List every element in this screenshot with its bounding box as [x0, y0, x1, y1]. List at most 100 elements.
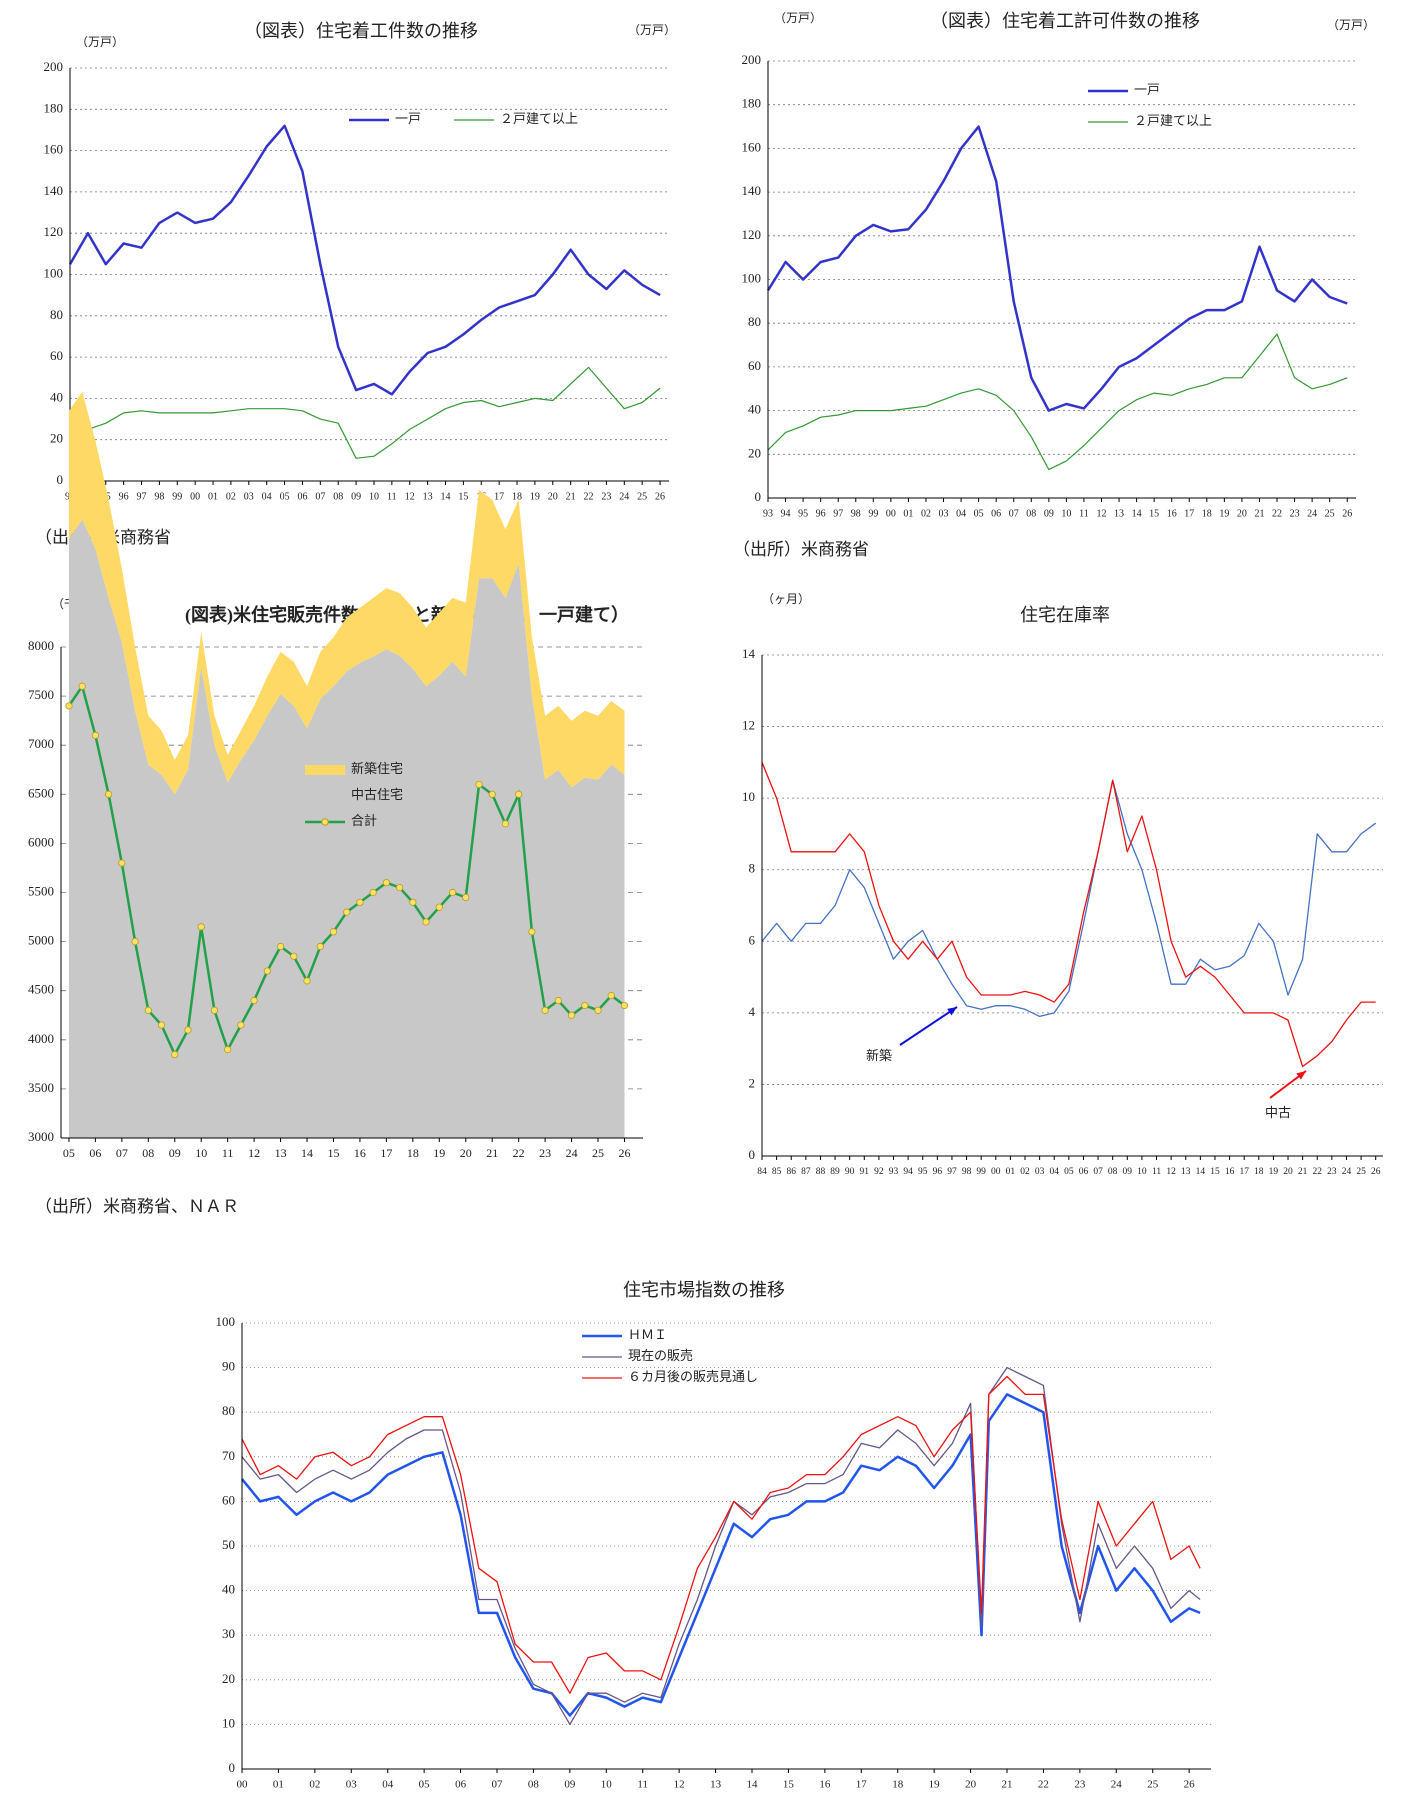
point [475, 780, 483, 789]
x-tick-label: 22 [513, 1146, 525, 1160]
x-tick-label: 09 [1044, 508, 1054, 519]
x-tick-label: 25 [592, 1146, 604, 1160]
y-tick-label: 180 [44, 100, 64, 115]
x-tick-label: 88 [816, 1167, 826, 1177]
x-tick-label: 07 [492, 1779, 504, 1791]
x-tick-label: 84 [757, 1167, 767, 1177]
x-tick-label: 87 [801, 1167, 811, 1177]
legend-label: 新築住宅 [351, 761, 403, 776]
point [369, 888, 377, 897]
point [607, 992, 615, 1000]
x-tick-label: 23 [1074, 1779, 1086, 1791]
x-tick-label: 09 [1123, 1167, 1133, 1177]
point [382, 879, 390, 887]
source-note: （出所）米商務省 [733, 540, 869, 559]
x-tick-label: 91 [860, 1167, 870, 1177]
x-tick-label: 03 [244, 491, 254, 502]
y-tick-label: 70 [222, 1448, 235, 1463]
x-tick-label: 04 [1049, 1167, 1059, 1177]
point [448, 888, 457, 897]
x-tick-label: 09 [564, 1779, 576, 1791]
point [567, 1011, 576, 1019]
legend-swatch [305, 791, 345, 801]
line [767, 333, 1348, 471]
point [118, 859, 126, 867]
x-tick-label: 14 [747, 1779, 759, 1791]
x-tick-label: 19 [1219, 508, 1229, 519]
x-tick-label: 15 [327, 1146, 339, 1160]
y-tick-label: 7500 [28, 687, 54, 702]
line [241, 1375, 1201, 1694]
x-tick-label: 05 [280, 491, 290, 502]
point [157, 1021, 166, 1029]
y-tick-label: 8000 [28, 638, 54, 653]
line [68, 124, 661, 396]
x-tick-label: 10 [195, 1146, 207, 1160]
x-tick-label: 25 [1356, 1167, 1366, 1177]
x-tick-label: 24 [566, 1146, 578, 1160]
point [501, 820, 510, 828]
x-tick-label: 15 [1210, 1167, 1220, 1177]
y-tick-label: 0 [755, 489, 762, 504]
x-tick-label: 00 [190, 491, 200, 502]
x-tick-label: 07 [1093, 1167, 1103, 1177]
x-tick-label: 99 [868, 508, 878, 519]
y-tick-label: 200 [44, 59, 64, 74]
y-tick-label: 50 [222, 1537, 235, 1552]
point [276, 942, 285, 951]
point [184, 1026, 192, 1034]
x-tick-label: 00 [886, 508, 896, 519]
x-tick-label: 12 [1096, 508, 1106, 519]
x-tick-label: 19 [929, 1779, 941, 1791]
point [91, 731, 99, 739]
line [69, 366, 661, 459]
y-tick-label: 5000 [28, 933, 54, 948]
x-tick-label: 12 [248, 1146, 260, 1160]
legend-label: ２戸建て以上 [1134, 113, 1212, 128]
x-tick-label: 96 [933, 1167, 943, 1177]
x-tick-label: 13 [710, 1779, 722, 1791]
y-tick-label: 100 [742, 270, 762, 285]
x-tick-label: 99 [976, 1167, 986, 1177]
x-tick-label: 21 [1298, 1167, 1308, 1177]
point [290, 952, 298, 960]
x-tick-label: 98 [851, 508, 861, 519]
point [210, 1006, 219, 1014]
legend-label: 一戸 [1134, 82, 1160, 97]
annotation-arrowhead [947, 1007, 957, 1016]
y-tick-label: 0 [57, 472, 64, 487]
x-tick-label: 06 [89, 1146, 101, 1160]
x-tick-label: 17 [1184, 508, 1194, 519]
legend-label: ６カ月後の販売見通し [628, 1369, 758, 1384]
point [581, 1001, 589, 1010]
x-tick-label: 12 [1166, 1167, 1176, 1177]
point [343, 908, 351, 916]
x-tick-label: 96 [119, 491, 129, 502]
y-tick-label: 10 [222, 1715, 235, 1730]
x-tick-label: 05 [1064, 1167, 1074, 1177]
x-tick-label: 97 [947, 1167, 957, 1177]
x-tick-label: 11 [222, 1146, 234, 1160]
legend-label: 現在の販売 [628, 1348, 693, 1363]
x-tick-label: 23 [539, 1146, 551, 1160]
x-tick-label: 21 [1002, 1779, 1013, 1791]
x-tick-label: 98 [154, 491, 164, 502]
x-tick-label: 15 [783, 1779, 795, 1791]
x-tick-label: 89 [830, 1167, 840, 1177]
point [488, 790, 496, 798]
x-tick-label: 10 [1061, 508, 1071, 519]
x-tick-label: 05 [63, 1146, 75, 1160]
x-tick-label: 12 [674, 1779, 685, 1791]
y-tick-label: 120 [742, 227, 762, 242]
x-tick-label: 02 [921, 508, 931, 519]
x-tick-label: 04 [382, 1779, 394, 1791]
x-tick-label: 08 [1108, 1167, 1118, 1177]
y-tick-label: 30 [222, 1626, 235, 1641]
x-tick-label: 23 [601, 491, 611, 502]
x-tick-label: 14 [301, 1146, 313, 1160]
x-tick-label: 00 [237, 1779, 249, 1791]
x-tick-label: 06 [1079, 1167, 1089, 1177]
x-tick-label: 25 [637, 491, 647, 502]
x-tick-label: 17 [380, 1146, 392, 1160]
